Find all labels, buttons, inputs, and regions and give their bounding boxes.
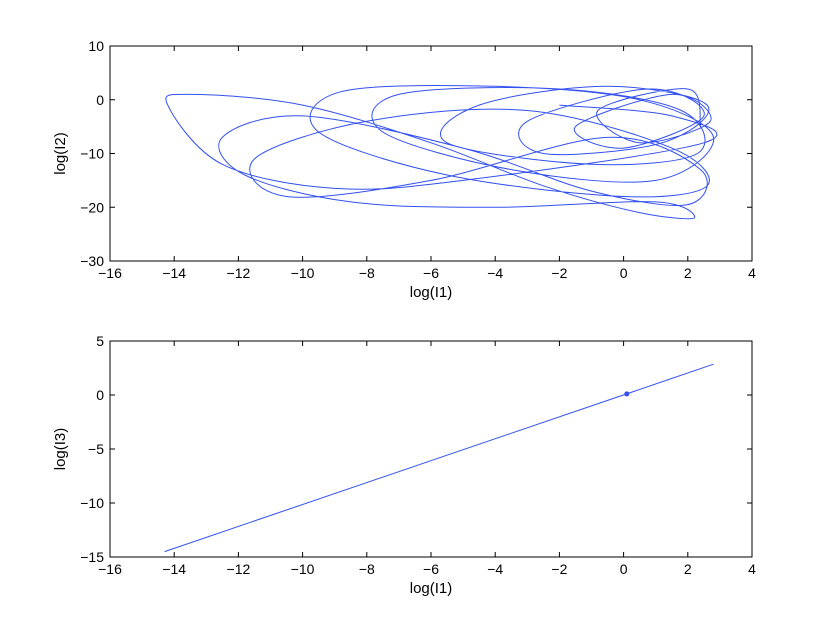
y-tick-label: −10 [80,146,104,162]
y-tick-label: −30 [80,253,104,269]
x-tick-label: −4 [487,561,503,577]
x-tick-label: −6 [423,561,439,577]
x-tick-label: −4 [487,265,503,281]
x-tick-label: 2 [684,561,692,577]
x-tick-label: −12 [227,265,251,281]
x-tick-label: −8 [359,561,375,577]
y-axis-label: log(I3) [52,428,69,471]
y-tick-label: −15 [80,549,104,565]
top-subplot: −16 −14 −12 −10 −8 −6 −4 −2 0 2 4−30−20−10010log(I… [52,38,756,301]
x-axis-label: log(I1) [410,580,453,597]
y-tick-label: −20 [80,199,104,215]
x-tick-label: 0 [620,561,628,577]
x-tick-label: −10 [291,561,315,577]
x-tick-label: −14 [162,265,186,281]
x-axis-label: log(I1) [410,284,453,301]
y-tick-label: 0 [96,92,104,108]
axes-box [109,340,753,558]
y-tick-label: 0 [96,387,104,403]
x-tick-label: −8 [359,265,375,281]
x-tick-label: −6 [423,265,439,281]
x-tick-label: −16 [98,265,122,281]
y-tick-label: 10 [88,38,104,54]
x-tick-label: 0 [620,265,628,281]
y-tick-label: −10 [80,495,104,511]
y-axis-label: log(I2) [52,132,69,175]
bottom-subplot: −16 −14 −12 −10 −8 −6 −4 −2 0 2 4 −15 −10 −5 0 5 log(I1)… [52,333,756,597]
x-tick-label: −12 [227,561,251,577]
x-tick-label: 2 [684,265,692,281]
x-tick-label: −10 [291,265,315,281]
data-marker-0 [624,391,630,397]
x-tick-label: −16 [98,561,122,577]
y-tick-label: −5 [88,441,104,457]
x-tick-label: −2 [551,265,567,281]
x-tick-label: −14 [162,561,186,577]
series-line-0 [165,84,718,220]
y-tick-label: 5 [96,333,104,349]
x-tick-label: −2 [551,561,567,577]
x-tick-label: 4 [748,265,756,281]
series-line-0 [164,363,714,553]
x-tick-label: 4 [748,561,756,577]
